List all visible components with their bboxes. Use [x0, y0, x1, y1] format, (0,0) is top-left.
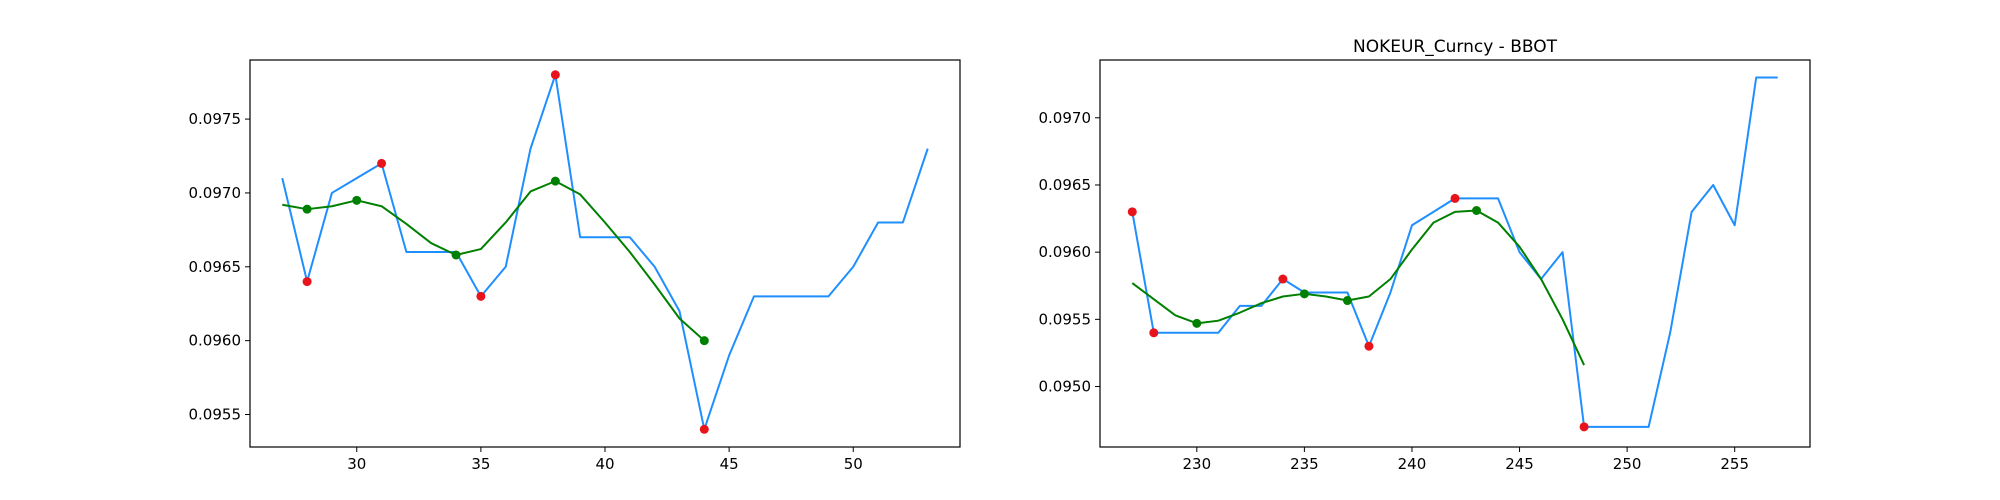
x-tick-label: 40 [595, 455, 614, 473]
axes-frame [249, 59, 961, 448]
series-line-0 [1131, 76, 1778, 428]
x-tick-label: 45 [720, 455, 739, 473]
x-tick-label: 245 [1505, 455, 1534, 473]
x-tick-label: 240 [1398, 455, 1427, 473]
y-tick-label: 0.0960 [1039, 243, 1092, 261]
x-tick-label: 230 [1182, 455, 1211, 473]
series-point-3-1 [1299, 289, 1309, 299]
x-tick-label: 235 [1290, 455, 1319, 473]
series-point-2-3 [1364, 341, 1374, 351]
series-point-2-2 [1278, 274, 1288, 284]
x-tick-label: 30 [347, 455, 366, 473]
series-point-3-1 [352, 195, 362, 205]
y-tick-label: 0.0970 [189, 184, 242, 202]
series-point-2-2 [476, 291, 486, 301]
series-point-3-2 [451, 250, 461, 260]
series-point-2-1 [377, 158, 387, 168]
series-point-3-0 [1192, 318, 1202, 328]
y-tick-label: 0.0970 [1039, 109, 1092, 127]
y-tick-label: 0.0965 [1039, 176, 1092, 194]
series-point-3-2 [1342, 296, 1352, 306]
series-line-0 [281, 73, 929, 431]
series-point-3-4 [699, 336, 709, 346]
y-tick-label: 0.0965 [189, 258, 242, 276]
axes-frame [1099, 59, 1811, 448]
series-point-2-3 [550, 70, 560, 80]
series-line-1 [1131, 209, 1585, 366]
series-point-2-0 [302, 277, 312, 287]
y-tick-label: 0.0950 [1039, 378, 1092, 396]
y-tick-label: 0.0975 [189, 110, 242, 128]
y-tick-label: 0.0960 [189, 332, 242, 350]
x-tick-label: 255 [1720, 455, 1749, 473]
series-point-3-0 [302, 204, 312, 214]
y-tick-label: 0.0955 [1039, 310, 1092, 328]
x-tick-label: 250 [1613, 455, 1642, 473]
x-tick-label: 50 [844, 455, 863, 473]
series-point-3-3 [1472, 206, 1482, 215]
series-point-2-0 [1127, 207, 1137, 217]
series-point-2-5 [1579, 422, 1589, 432]
y-tick-label: 0.0955 [189, 406, 242, 424]
series-point-2-4 [699, 424, 709, 434]
series-point-3-3 [550, 176, 560, 186]
chart-left: 30 35 40 45 50 0.0955 0.0960 0.0965 0.0970 0.0975 [189, 59, 961, 473]
chart-right: 230 235 240 245 250 255 0.0950 0.0955 0.0960 0.09… [1039, 37, 1811, 473]
series-point-2-4 [1450, 193, 1460, 203]
series-line-1 [282, 180, 705, 342]
x-tick-label: 35 [471, 455, 490, 473]
chart-title: NOKEUR_Curncy - BBOT [1353, 37, 1558, 57]
series-point-2-1 [1149, 328, 1159, 338]
